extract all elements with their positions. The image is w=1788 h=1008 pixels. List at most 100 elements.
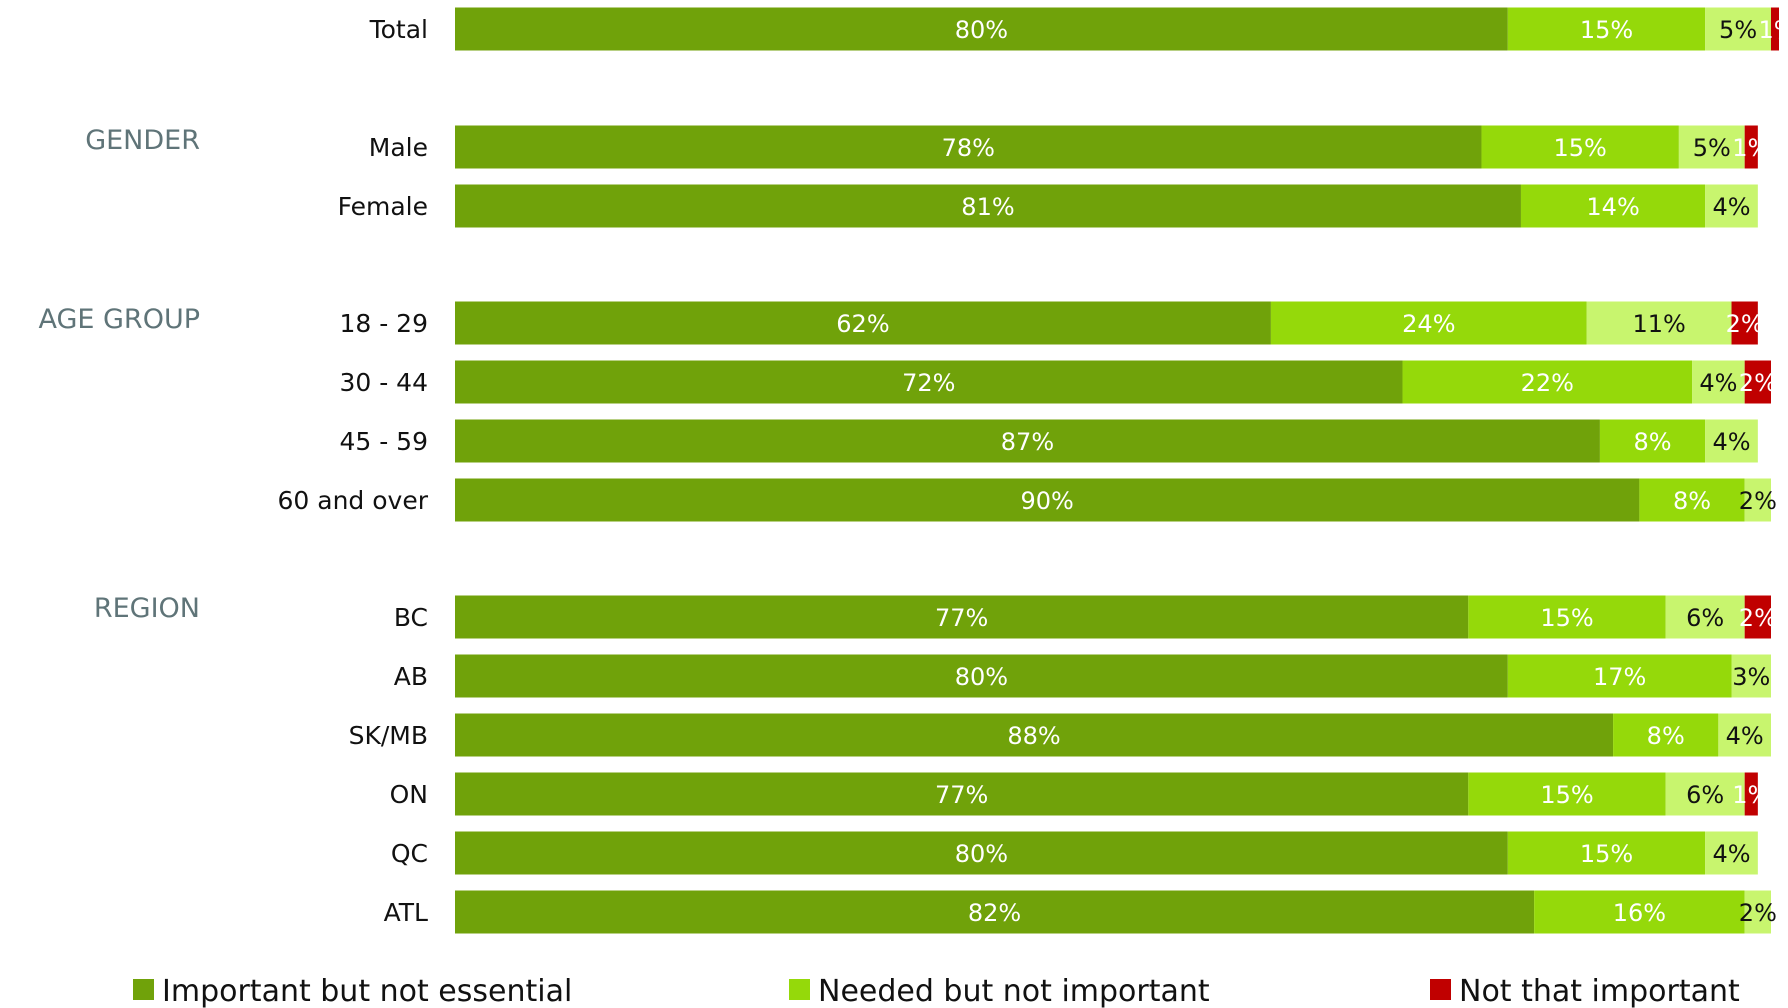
bar-segment-qc-s1 [455,831,1508,875]
data-label-total-s2: 15% [1580,16,1633,44]
row-label-on: ON [390,780,428,809]
data-label-male-s1: 78% [942,134,995,162]
data-label-30-44-s4: 2% [1739,369,1777,397]
data-label-bc-s2: 15% [1540,604,1593,632]
bar-row-male: 78% 15% 5% 1% [455,125,1770,169]
data-label-18-29-s3: 11% [1632,310,1685,338]
bar-segment-bc-s4 [1744,595,1771,639]
bars-layer: 80%15%5%1%78%15%5%1%81%14%4%62%24%11%2%7… [455,7,1788,934]
bar-segment-on-s1 [455,772,1469,816]
bar-segment-30-44-s1 [455,360,1403,404]
bar-segment-ab-s3 [1731,654,1771,698]
bar-segment-60-and-over-s3 [1744,478,1771,522]
bar-segment-60-and-over-s2 [1639,478,1745,522]
data-label-18-29-s1: 62% [836,310,889,338]
data-label-female-s1: 81% [961,193,1014,221]
legend-item-needed-but-not-important: Needed but not important [789,974,1210,1008]
bar-row-60-and-over: 90% 8% 2% [455,478,1777,522]
legend: Important but not essential Needed but no… [133,974,1740,1008]
group-label-region: REGION [94,593,200,624]
bar-segment-45-59-s2 [1599,419,1706,463]
data-label-male-s2: 15% [1554,134,1607,162]
bar-segment-30-44-s4 [1744,360,1771,404]
legend-label-not-that-important: Not that important [1459,974,1740,1008]
row-label-30-44: 30 - 44 [339,368,428,397]
bar-segment-ab-s2 [1507,654,1732,698]
bar-segment-total-s3 [1705,7,1771,51]
group-label-gender: GENDER [85,125,200,156]
bar-row-30-44: 72% 22% 4% 2% [455,360,1777,404]
row-label-ab: AB [394,662,428,691]
data-label-on-s1: 77% [935,781,988,809]
bar-segment-45-59-s1 [455,419,1600,463]
data-label-qc-s1: 80% [955,840,1008,868]
data-label-ab-s2: 17% [1593,663,1646,691]
bar-segment-bc-s3 [1665,595,1745,639]
data-label-45-59-s1: 87% [1001,428,1054,456]
bar-row-45-59: 87% 8% 4% [455,419,1758,463]
data-label-qc-s3: 4% [1712,840,1750,868]
bar-segment-atl-s3 [1744,890,1771,934]
bar-segment-qc-s3 [1705,831,1758,875]
data-label-total-s1: 80% [955,16,1008,44]
data-label-on-s3: 6% [1686,781,1724,809]
legend-swatch-needed-but-not-important [789,979,810,1000]
row-labels-layer: Total Male Female 18 - 29 30 - 44 45 - 59 60 a… [38,15,428,927]
bar-segment-male-s3 [1678,125,1745,169]
bar-segment-bc-s2 [1468,595,1666,639]
data-label-ab-s3: 3% [1732,663,1770,691]
row-label-sk-mb: SK/MB [349,721,428,750]
bar-row-female: 81% 14% 4% [455,184,1758,228]
bar-row-bc: 77% 15% 6% 2% [455,595,1777,639]
group-label-age-group: AGE GROUP [38,304,200,335]
bar-segment-atl-s2 [1534,890,1745,934]
row-label-male: Male [369,133,428,162]
data-label-on-s4: 1% [1732,781,1770,809]
row-label-total: Total [369,15,428,44]
bar-segment-sk-mb-s2 [1613,713,1719,757]
row-label-female: Female [338,192,428,221]
legend-swatch-important-but-not-essential [133,979,154,1000]
data-label-45-59-s2: 8% [1634,428,1672,456]
bar-segment-18-29-s4 [1731,301,1758,345]
data-label-qc-s2: 15% [1580,840,1633,868]
bar-segment-female-s1 [455,184,1521,228]
data-label-30-44-s3: 4% [1699,369,1737,397]
data-label-30-44-s1: 72% [902,369,955,397]
bar-segment-45-59-s3 [1705,419,1758,463]
data-label-total-s3: 5% [1719,16,1757,44]
bar-row-qc: 80% 15% 4% [455,831,1758,875]
bar-segment-ab-s1 [455,654,1508,698]
bar-segment-18-29-s2 [1270,301,1587,345]
bar-segment-total-s1 [455,7,1508,51]
data-label-sk-mb-s2: 8% [1647,722,1685,750]
bar-segment-30-44-s3 [1692,360,1745,404]
data-label-18-29-s4: 2% [1726,310,1764,338]
legend-label-important-but-not-essential: Important but not essential [162,974,572,1008]
data-label-female-s3: 4% [1712,193,1750,221]
data-label-bc-s1: 77% [935,604,988,632]
bar-row-total: 80% 15% 5%1% [455,7,1788,51]
row-label-bc: BC [394,603,428,632]
bar-segment-sk-mb-s3 [1718,713,1771,757]
bar-segment-60-and-over-s1 [455,478,1640,522]
bar-segment-sk-mb-s1 [455,713,1614,757]
data-label-ab-s1: 80% [955,663,1008,691]
bar-segment-30-44-s2 [1402,360,1693,404]
bar-row-18-29: 62% 24% 11% 2% [455,301,1764,345]
row-label-60-and-over: 60 and over [278,486,429,515]
data-label-18-29-s2: 24% [1402,310,1455,338]
data-label-female-s2: 14% [1586,193,1639,221]
bar-segment-18-29-s1 [455,301,1271,345]
data-label-atl-s2: 16% [1613,899,1666,927]
legend-item-not-that-important: Not that important [1430,974,1740,1008]
bar-row-ab: 80% 17% 3% [455,654,1771,698]
bar-segment-qc-s2 [1507,831,1706,875]
data-label-sk-mb-s3: 4% [1726,722,1764,750]
data-label-60-and-over-s1: 90% [1021,487,1074,515]
data-label-bc-s4: 2% [1739,604,1777,632]
data-label-total-s4: 1% [1759,16,1788,44]
row-label-atl: ATL [384,898,428,927]
data-label-30-44-s2: 22% [1521,369,1574,397]
bar-segment-total-s4 [1771,7,1779,51]
